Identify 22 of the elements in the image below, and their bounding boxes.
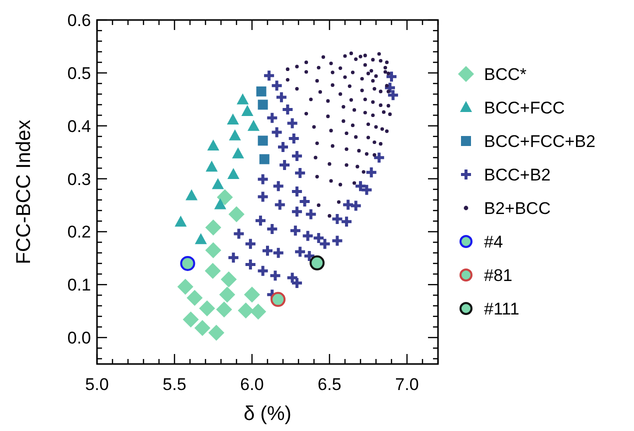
- y-tick-label: 0.0: [67, 328, 91, 348]
- legend-label: #111: [484, 300, 520, 318]
- x-axis-title: δ (%): [244, 403, 292, 425]
- y-tick-label: 0.1: [67, 276, 91, 295]
- y-tick-label: 0.3: [67, 170, 91, 189]
- legend-label: BCC*: [484, 65, 527, 84]
- legend-label: BCC+B2: [484, 166, 551, 184]
- legend-label: BCC+FCC+B2: [484, 132, 596, 151]
- y-tick-label: 0.4: [67, 116, 91, 136]
- x-tick-label: 5.5: [162, 375, 186, 394]
- legend-label: B2+BCC: [484, 199, 551, 218]
- x-tick-label: 5.0: [85, 375, 109, 394]
- legend-label: #4: [484, 232, 503, 252]
- y-axis-title: FCC-BCC Index: [13, 120, 35, 264]
- x-tick-label: 7.0: [395, 375, 419, 394]
- y-tick-label: 0.5: [67, 64, 91, 83]
- y-tick-label: 0.6: [67, 11, 91, 30]
- x-tick-label: 6.5: [318, 375, 342, 394]
- y-tick-label: 0.2: [67, 222, 91, 242]
- legend-label: #81: [484, 266, 512, 285]
- legend-label: BCC+FCC: [484, 98, 565, 118]
- x-tick-label: 6.0: [240, 375, 264, 394]
